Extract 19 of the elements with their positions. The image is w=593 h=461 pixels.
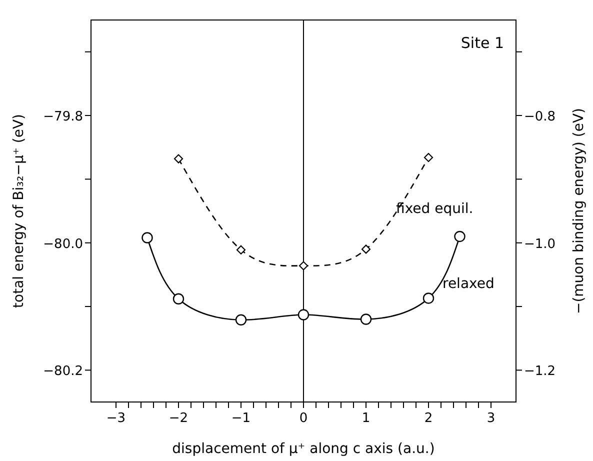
y-tick-label: −79.8 [43, 110, 83, 124]
y-tick-label: −80.2 [43, 364, 83, 380]
y2-axis-title: −(muon binding energy) (eV) [570, 108, 587, 314]
series-label: relaxed [442, 276, 494, 292]
y-tick-label: −80.0 [43, 236, 83, 252]
x-tick-label: 1 [362, 411, 370, 426]
series-label: fixed equil. [396, 201, 474, 218]
x-tick-label: −2 [168, 411, 188, 426]
x-axis-title: displacement of μ⁺ along c axis (a.u.) [172, 441, 435, 457]
x-tick-label: 2 [424, 411, 433, 426]
y2-tick-label: −1.0 [524, 236, 556, 252]
x-tick-label: 0 [299, 411, 308, 426]
y2-tick-label: −1.2 [524, 364, 556, 380]
y-axis-title: total energy of Bi₃₂−μ⁺ (eV) [10, 114, 27, 308]
y2-tick-label: −0.8 [524, 110, 556, 124]
x-tick-label: −3 [106, 411, 126, 426]
x-tick-label: −1 [231, 411, 251, 426]
x-tick-label: 3 [486, 411, 496, 426]
annotation: Site 1 [460, 34, 504, 52]
